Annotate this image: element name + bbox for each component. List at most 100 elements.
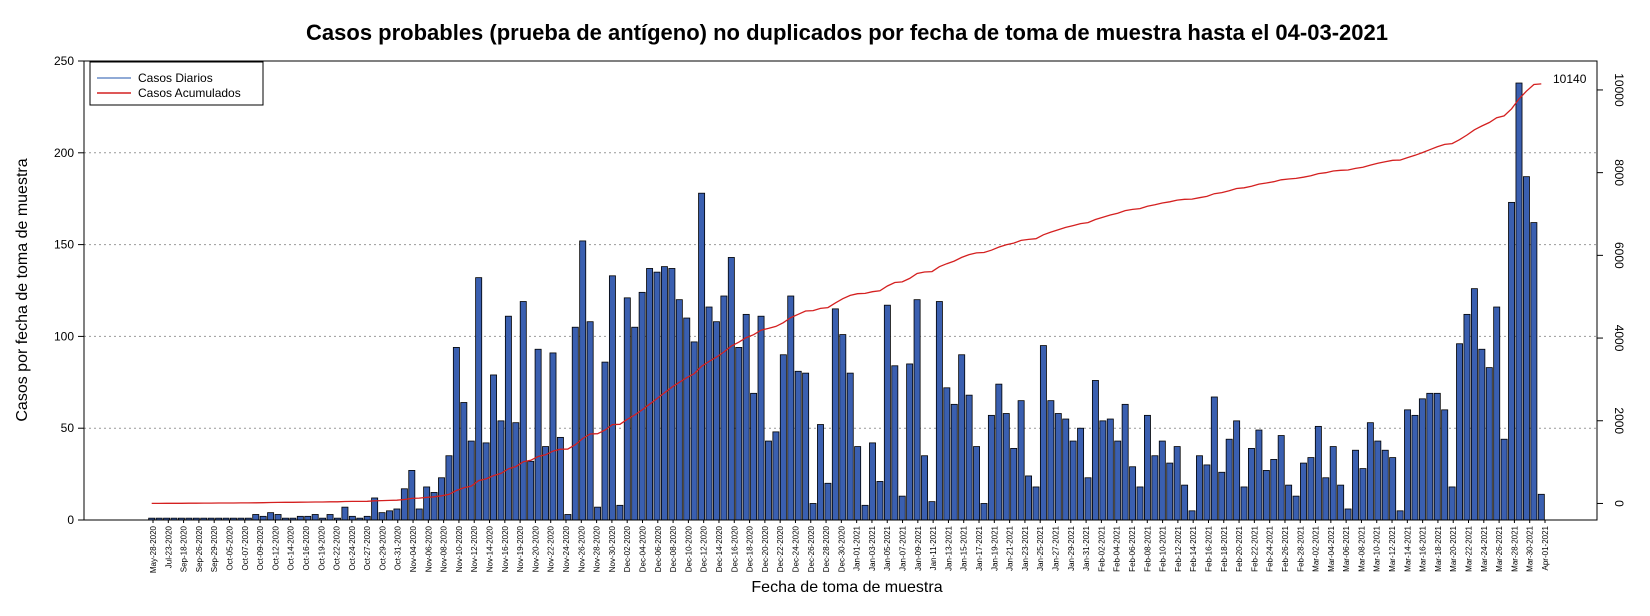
x-tick-label: Dec-16-2020 [730, 525, 739, 572]
bar-daily [1188, 510, 1196, 521]
x-tick-label: Dec-08-2020 [669, 525, 678, 572]
x-tick-label: Jan-23-2021 [1021, 525, 1030, 570]
bar-daily [1381, 449, 1389, 521]
bar-daily [869, 442, 876, 521]
x-axis-title: Fecha de toma de muestra [751, 579, 942, 596]
x-tick-label: Jan-17-2021 [975, 525, 984, 570]
bar-daily [1522, 176, 1530, 521]
bar-daily [1508, 201, 1516, 521]
x-tick-label: Dec-30-2020 [837, 525, 846, 572]
bar-daily [1292, 495, 1300, 521]
bar-daily [378, 512, 386, 521]
x-tick-label: Mar-18-2021 [1434, 525, 1443, 571]
bar-daily [675, 299, 683, 521]
y-axis-title: Casos por fecha de toma de muestra [14, 158, 31, 421]
bar-daily [616, 504, 624, 521]
bar-daily [259, 515, 267, 521]
x-tick-label: Mar-02-2021 [1312, 525, 1321, 571]
bar-daily [1441, 409, 1449, 521]
bar-daily [1300, 462, 1307, 521]
legend: Casos Diarios Casos Acumulados [89, 61, 264, 106]
bar-daily [928, 501, 936, 521]
bar-daily [1411, 414, 1419, 521]
bar-daily [594, 506, 602, 521]
bar-daily [1500, 438, 1508, 521]
x-tick-label: Feb-16-2021 [1205, 525, 1214, 571]
x-tick-label: May-28-2020 [149, 525, 158, 573]
x-tick-label: Nov-22-2020 [547, 525, 556, 572]
bar-daily [698, 192, 706, 521]
y2-tick-label: 4000 [1612, 325, 1626, 352]
x-tick-label: Mar-06-2021 [1342, 525, 1351, 571]
x-tick-label: Dec-06-2020 [654, 525, 663, 572]
x-tick-label: Mar-20-2021 [1449, 525, 1458, 571]
bar-daily [408, 470, 416, 521]
x-tick-label: Jan-31-2021 [1082, 525, 1091, 570]
bar-daily [1196, 455, 1203, 521]
y-tick-label: 200 [54, 146, 74, 160]
x-tick-label: Oct-31-2020 [394, 525, 403, 570]
x-tick-label: Feb-12-2021 [1174, 525, 1183, 571]
left-axis: 0 50 100 150 200 250 [54, 54, 85, 527]
y2-tick-label: 8000 [1612, 159, 1626, 186]
x-tick-label: Oct-29-2020 [379, 525, 388, 570]
bar-daily [646, 268, 654, 521]
bar-daily [534, 348, 542, 521]
bar-daily [1515, 82, 1523, 521]
bar-daily [1389, 457, 1397, 521]
x-tick-label: Dec-22-2020 [776, 525, 785, 572]
bar-daily [1114, 440, 1122, 521]
y-tick-label: 50 [61, 421, 75, 435]
bar-daily [750, 392, 758, 521]
bar-daily [876, 481, 884, 521]
bar-daily [1203, 464, 1211, 521]
bar-daily [1099, 420, 1107, 521]
bar-daily [973, 446, 980, 521]
bar-daily [631, 326, 639, 521]
bar-daily [668, 268, 676, 521]
bar-daily [742, 313, 750, 521]
x-tick-label: Jan-09-2021 [914, 525, 923, 570]
bar-daily [1047, 400, 1055, 521]
x-tick-label: Oct-22-2020 [333, 525, 342, 570]
bar-daily [653, 271, 661, 521]
x-tick-label: Nov-08-2020 [440, 525, 449, 572]
x-tick-label: Mar-28-2021 [1510, 525, 1519, 571]
x-tick-label: Mar-30-2021 [1526, 525, 1535, 571]
bar-daily [490, 374, 497, 521]
x-tick-label: Oct-12-2020 [271, 525, 280, 570]
x-tick-label: Jan-01-2021 [853, 525, 862, 570]
bar-daily [1225, 438, 1233, 521]
bar-daily [1039, 345, 1047, 521]
bar-daily [1433, 392, 1441, 521]
bar-daily [824, 482, 832, 521]
x-tick-label: Sep-26-2020 [195, 525, 204, 572]
x-tick-label: Mar-24-2021 [1480, 525, 1489, 571]
bar-daily [1166, 462, 1174, 521]
x-tick-label: Sep-18-2020 [180, 525, 189, 572]
x-tick-label: Oct-07-2020 [241, 525, 250, 570]
bar-daily [274, 514, 282, 521]
bar-daily [987, 414, 995, 521]
bar-daily [817, 424, 824, 521]
x-tick-label: Dec-18-2020 [746, 525, 755, 572]
bar-daily [735, 347, 743, 521]
bar-daily [467, 440, 475, 521]
bar-daily [839, 334, 847, 521]
bar-daily [586, 321, 594, 521]
bar-daily [1136, 486, 1144, 521]
bar-daily [1262, 470, 1270, 521]
bars [148, 82, 1545, 521]
legend-box [89, 61, 264, 106]
bar-daily [1366, 422, 1374, 521]
bar-daily [720, 295, 728, 521]
bar-daily [549, 352, 557, 521]
bar-daily [512, 422, 520, 521]
bar-daily [1129, 466, 1137, 521]
cumulative-line [151, 83, 1542, 505]
x-tick-label: Jan-13-2021 [944, 525, 953, 570]
bar-daily [445, 455, 453, 521]
bar-daily [1255, 429, 1263, 521]
bar-daily [1493, 306, 1501, 521]
bar-daily [965, 394, 973, 521]
